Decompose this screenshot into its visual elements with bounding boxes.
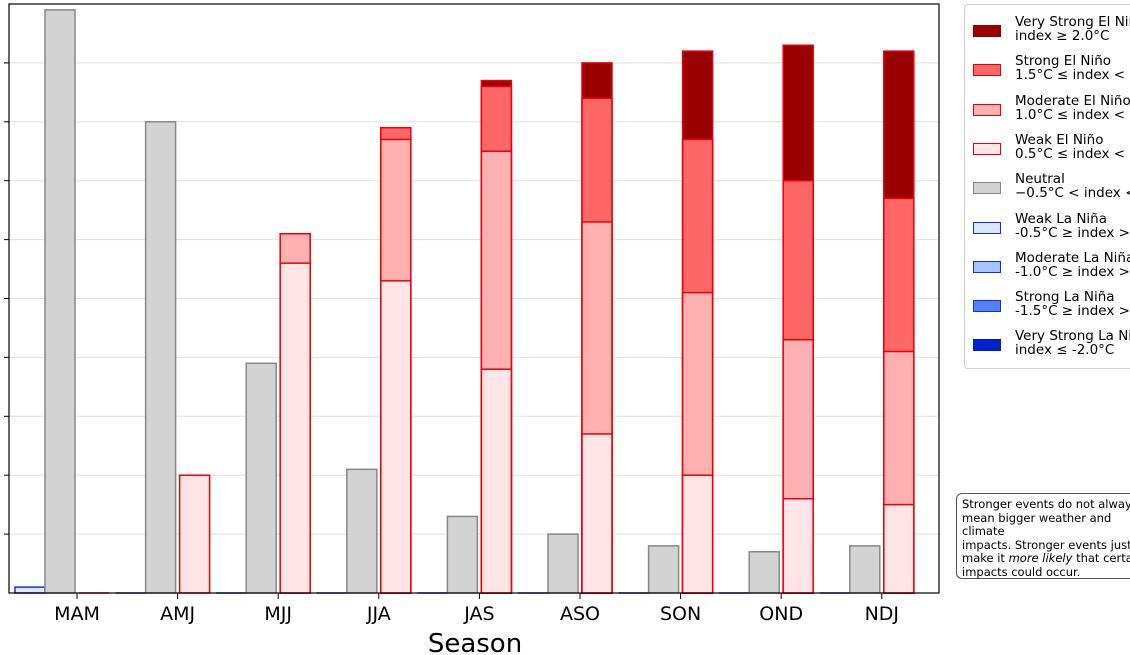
bar-neutral xyxy=(748,551,780,594)
x-tick-label: NDJ xyxy=(865,603,899,625)
legend-item: Strong La Niña-1.5°C ≥ index > -2.0°C xyxy=(973,290,1130,326)
legend-label-range: 1.5°C ≤ index < 2.0°C xyxy=(1015,67,1130,84)
x-axis-label: Season xyxy=(428,629,522,655)
legend-swatch xyxy=(973,260,1001,273)
bar-el-nino-weak xyxy=(883,503,915,594)
note-text: Stronger events do not always mean bigge… xyxy=(962,497,1130,565)
legend-label-range: index ≥ 2.0°C xyxy=(1015,28,1110,44)
legend-label-name: Neutral xyxy=(1015,171,1065,188)
legend-swatch xyxy=(973,339,1001,352)
legend-label: Very Strong El Niñoindex ≥ 2.0°C xyxy=(1015,15,1130,43)
legend-label: Moderate La Niña-1.0°C ≥ index > -1.5°C xyxy=(1015,251,1130,279)
legend-label-name: Strong La Niña xyxy=(1015,289,1115,306)
legend-swatch xyxy=(973,64,1001,77)
note-text-end: that certain impacts could occur. xyxy=(962,551,1130,579)
legend-label: Very Strong La Niñaindex ≤ -2.0°C xyxy=(1015,329,1130,357)
bar-weak-la-nina xyxy=(14,586,46,594)
legend-label: Weak La Niña-0.5°C ≥ index > -1.0°C xyxy=(1015,212,1130,240)
x-tick-label: AMJ xyxy=(160,603,195,625)
legend-label-name: Weak La Niña xyxy=(1015,210,1108,227)
legend-swatch xyxy=(973,221,1001,234)
legend-label-range: -0.5°C ≥ index > -1.0°C xyxy=(1015,224,1130,241)
x-tick-label: OND xyxy=(759,603,803,625)
x-tick-label: SON xyxy=(660,603,701,625)
bar-neutral xyxy=(446,515,479,594)
axis-ticks: MAM AMJ MJJ JJA JAS ASO SON OND NDJ xyxy=(4,62,899,625)
bar-el-nino-weak xyxy=(279,262,311,594)
legend-label: Neutral−0.5°C < index < 0.5°C xyxy=(1015,172,1130,200)
note-emphasis: more likely xyxy=(1008,551,1073,565)
legend-label-range: −0.5°C < index < 0.5°C xyxy=(1015,185,1130,202)
legend: Very Strong El Niñoindex ≥ 2.0°C Strong E… xyxy=(964,4,1130,369)
bar-neutral xyxy=(346,468,378,594)
bar-neutral xyxy=(849,545,881,594)
bar-neutral xyxy=(144,121,177,594)
x-tick-label: MJJ xyxy=(264,603,292,625)
legend-item: Very Strong La Niñaindex ≤ -2.0°C xyxy=(973,329,1130,365)
bar-el-nino-weak xyxy=(480,368,513,594)
legend-label-name: Very Strong La Niña xyxy=(1015,328,1130,345)
legend-label: Strong La Niña-1.5°C ≥ index > -2.0°C xyxy=(1015,290,1130,318)
legend-label-name: Moderate La Niña xyxy=(1015,249,1130,266)
legend-label-range: 1.0°C ≤ index < 1.5°C xyxy=(1015,106,1130,123)
legend-label-range: -1.5°C ≥ index > -2.0°C xyxy=(1015,303,1130,320)
legend-swatch xyxy=(973,25,1001,37)
annotation-note: Stronger events do not always mean bigge… xyxy=(956,493,1130,579)
legend-item: Very Strong El Niñoindex ≥ 2.0°C xyxy=(973,15,1130,51)
legend-label-range: -1.0°C ≥ index > -1.5°C xyxy=(1015,263,1130,280)
x-tick-label: ASO xyxy=(560,603,600,625)
legend-label-name: Weak El Niño xyxy=(1015,131,1104,148)
legend-swatch xyxy=(973,300,1001,313)
bar-neutral xyxy=(245,362,277,594)
legend-swatch xyxy=(973,142,1001,155)
legend-swatch xyxy=(973,103,1001,116)
bars xyxy=(14,9,915,594)
bar-el-nino-weak xyxy=(178,474,211,594)
bar-el-nino-weak xyxy=(380,280,412,594)
legend-label-range: 0.5°C ≤ index < 1.0°C xyxy=(1015,145,1130,162)
bar-neutral xyxy=(44,9,76,594)
bar-neutral xyxy=(547,533,579,594)
bar-el-nino-weak xyxy=(681,474,714,594)
x-tick-label: JAS xyxy=(463,603,494,625)
bar-el-nino-weak xyxy=(581,433,613,594)
bar-el-nino-weak xyxy=(782,498,814,594)
legend-item: Neutral−0.5°C < index < 0.5°C xyxy=(973,172,1130,208)
legend-label-name: Strong El Niño xyxy=(1015,53,1112,70)
legend-label-range: index ≤ -2.0°C xyxy=(1015,342,1115,359)
legend-item: Moderate La Niña-1.0°C ≥ index > -1.5°C xyxy=(973,251,1130,287)
x-tick-label: JJA xyxy=(366,603,391,625)
legend-swatch xyxy=(973,182,1001,195)
legend-label-name: Very Strong El Niño xyxy=(1015,14,1130,30)
legend-item: Weak La Niña-0.5°C ≥ index > -1.0°C xyxy=(973,212,1130,248)
legend-label-name: Moderate El Niño xyxy=(1015,92,1130,109)
bar-neutral xyxy=(647,545,680,594)
x-tick-label: MAM xyxy=(54,603,100,625)
